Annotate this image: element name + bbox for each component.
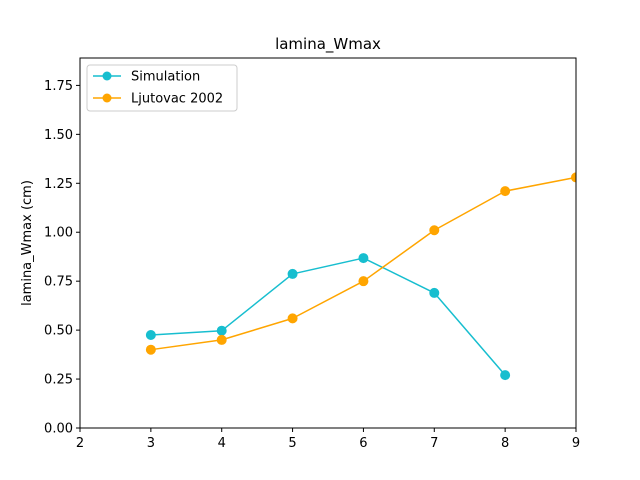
- data-point-ljutovac-2002: [287, 313, 298, 324]
- data-point-ljutovac-2002: [216, 334, 227, 345]
- data-point-ljutovac-2002: [358, 276, 369, 287]
- legend-item-simulation: Simulation: [93, 70, 200, 85]
- legend-box: [86, 64, 238, 112]
- data-point-simulation: [145, 330, 156, 341]
- data-point-simulation: [216, 325, 227, 336]
- y-tick-label: 1.25: [44, 177, 73, 192]
- legend-items: Simulation Ljutovac 2002: [93, 70, 223, 107]
- data-point-simulation: [287, 268, 298, 279]
- y-tick-label: 0.00: [44, 422, 73, 437]
- x-tick-label: 2: [76, 436, 84, 451]
- y-tick-label: 0.75: [44, 275, 73, 290]
- x-tick-label: 5: [288, 436, 296, 451]
- y-tick-label: 0.25: [44, 373, 73, 388]
- ticks-layer: 2 3 4 5 6 7 8 9 0.00 0.25 0.50 0.75 1.00 1.25 1.50 1.75: [44, 79, 580, 451]
- x-tick-label: 3: [147, 436, 155, 451]
- x-tick-label: 4: [218, 436, 226, 451]
- x-tick-label: 6: [359, 436, 367, 451]
- plot-frame: [79, 57, 577, 429]
- legend-label-ljutovac-2002: Ljutovac 2002: [131, 92, 223, 107]
- plot-area: [80, 58, 576, 428]
- y-tick-label: 1.50: [44, 128, 73, 143]
- series-simulation: [145, 253, 511, 381]
- data-point-ljutovac-2002: [500, 186, 511, 197]
- x-tick-label: 9: [572, 436, 580, 451]
- data-point-simulation: [429, 287, 440, 298]
- series-layer: [145, 172, 577, 381]
- y-tick-label: 1.75: [44, 79, 73, 94]
- series-line-simulation: [150, 257, 506, 376]
- legend: Simulation Ljutovac 2002: [86, 64, 238, 112]
- data-point-ljutovac-2002: [429, 225, 440, 236]
- legend-item-ljutovac-2002: Ljutovac 2002: [93, 92, 223, 107]
- y-tick-label: 1.00: [44, 226, 73, 241]
- series-ljutovac-2002: [145, 172, 577, 355]
- data-point-ljutovac-2002: [571, 172, 576, 183]
- legend-marker-simulation: [102, 71, 112, 81]
- chart-title: lamina_Wmax: [275, 35, 381, 54]
- x-tick-label: 8: [501, 436, 509, 451]
- legend-marker-ljutovac-2002: [102, 93, 112, 103]
- legend-label-simulation: Simulation: [131, 70, 200, 85]
- y-axis-label: lamina_Wmax (cm): [20, 180, 35, 306]
- y-tick-label: 0.50: [44, 324, 73, 339]
- data-point-ljutovac-2002: [145, 344, 156, 355]
- x-tick-label: 7: [430, 436, 438, 451]
- data-point-simulation: [358, 253, 369, 264]
- data-point-simulation: [500, 370, 511, 381]
